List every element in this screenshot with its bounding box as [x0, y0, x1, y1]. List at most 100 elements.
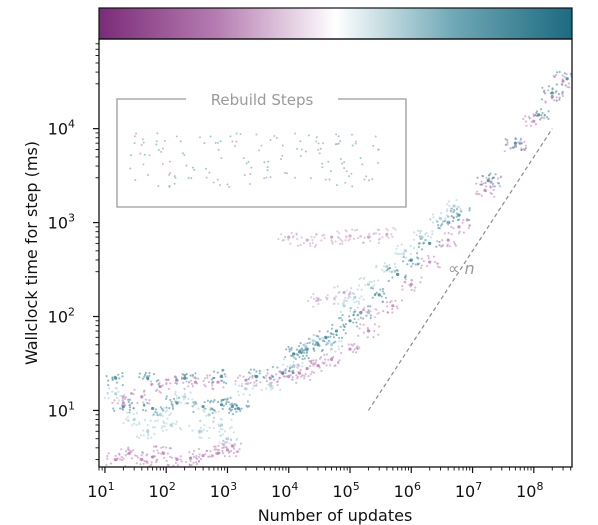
- data-point-cloud: [382, 292, 386, 295]
- data-point-cloud: [449, 207, 452, 210]
- data-point-cloud: [136, 401, 139, 405]
- data-point-cloud: [212, 370, 216, 373]
- data-point-cloud: [575, 85, 577, 87]
- data-point-cloud: [414, 286, 417, 289]
- data-point-cloud: [269, 382, 272, 385]
- data-point-cloud: [431, 232, 434, 236]
- data-point: [183, 395, 187, 399]
- data-point-cloud: [192, 455, 196, 458]
- data-point-cloud: [274, 373, 278, 376]
- data-point-cloud: [468, 224, 471, 227]
- data-point-cloud: [558, 96, 561, 99]
- data-point-cloud: [278, 370, 281, 373]
- data-point-cloud: [339, 325, 342, 328]
- inset-dot: [235, 132, 238, 135]
- data-point-cloud: [272, 386, 275, 390]
- data-point-cloud: [143, 375, 146, 378]
- data-point-cloud: [163, 456, 166, 460]
- inset-dot: [140, 144, 143, 147]
- data-point-cloud: [447, 200, 450, 203]
- data-point-cloud: [323, 237, 326, 240]
- data-point-cloud: [119, 394, 122, 397]
- data-point-cloud: [448, 204, 451, 208]
- data-point-cloud: [404, 274, 407, 277]
- data-point-cloud: [354, 351, 358, 354]
- data-point: [121, 401, 125, 405]
- data-point-cloud: [363, 236, 366, 239]
- data-point-cloud: [476, 193, 479, 196]
- data-point-cloud: [441, 239, 444, 242]
- inset-dot: [168, 185, 171, 188]
- data-point-cloud: [135, 423, 138, 427]
- data-point-cloud: [281, 373, 284, 376]
- data-point-cloud: [373, 323, 376, 326]
- data-point-cloud: [450, 233, 453, 236]
- data-point-cloud: [220, 398, 223, 402]
- data-point-cloud: [496, 177, 500, 180]
- data-point-cloud: [177, 396, 180, 399]
- data-point-cloud: [401, 285, 404, 288]
- data-point-cloud: [466, 218, 469, 221]
- data-point-cloud: [377, 241, 380, 244]
- y-tick-label: 101: [48, 399, 75, 420]
- data-point-cloud: [564, 84, 567, 87]
- data-point-cloud: [127, 446, 130, 449]
- data-point-cloud: [381, 236, 384, 239]
- data-point-cloud: [561, 90, 564, 94]
- data-point-cloud: [159, 406, 162, 409]
- data-point-cloud: [423, 233, 427, 236]
- inset-dot: [266, 169, 269, 172]
- data-point-cloud: [412, 238, 415, 241]
- data-point-cloud: [154, 419, 157, 423]
- data-point-cloud: [462, 219, 465, 222]
- data-point-cloud: [332, 302, 335, 305]
- data-point-cloud: [122, 393, 126, 396]
- inset-dot: [359, 157, 362, 160]
- data-point-cloud: [543, 113, 546, 116]
- data-point-cloud: [213, 448, 216, 451]
- data-point-cloud: [418, 235, 421, 238]
- data-point-cloud: [415, 233, 418, 237]
- data-point-cloud: [202, 428, 205, 431]
- data-point-cloud: [426, 235, 430, 238]
- data-point-cloud: [358, 327, 361, 330]
- data-point-cloud: [382, 265, 386, 268]
- data-point-cloud: [456, 218, 460, 222]
- inset-dot: [321, 166, 324, 169]
- data-point-cloud: [337, 317, 341, 320]
- data-point-cloud: [198, 453, 201, 456]
- data-point-cloud: [325, 298, 329, 301]
- data-point-cloud: [338, 359, 341, 362]
- data-point-cloud: [377, 311, 381, 314]
- data-point-cloud: [209, 408, 212, 411]
- inset-dot: [247, 160, 250, 163]
- data-point-cloud: [251, 376, 254, 380]
- data-point-cloud: [258, 369, 261, 373]
- data-point-cloud: [128, 398, 131, 401]
- data-point-cloud: [141, 377, 144, 380]
- data-point-cloud: [445, 208, 449, 211]
- data-point-cloud: [337, 345, 340, 348]
- data-point-cloud: [555, 71, 559, 74]
- data-point: [428, 260, 432, 264]
- data-point: [121, 404, 125, 409]
- data-point-cloud: [156, 458, 159, 461]
- data-point-cloud: [187, 397, 190, 400]
- data-point: [342, 304, 346, 308]
- data-point-cloud: [500, 175, 503, 178]
- data-point-cloud: [120, 455, 123, 459]
- data-point-cloud: [235, 403, 238, 406]
- data-point-cloud: [296, 370, 299, 373]
- data-point-cloud: [193, 403, 196, 406]
- data-point-cloud: [390, 300, 393, 303]
- data-point-cloud: [312, 359, 315, 362]
- data-point-cloud: [409, 253, 412, 256]
- data-point-cloud: [396, 244, 399, 248]
- data-point-cloud: [518, 142, 521, 145]
- data-point: [114, 392, 118, 396]
- data-point-cloud: [229, 396, 232, 399]
- inset-dot: [294, 176, 297, 179]
- inset-dot: [157, 149, 160, 152]
- data-point-cloud: [195, 382, 199, 385]
- data-point-cloud: [320, 239, 323, 242]
